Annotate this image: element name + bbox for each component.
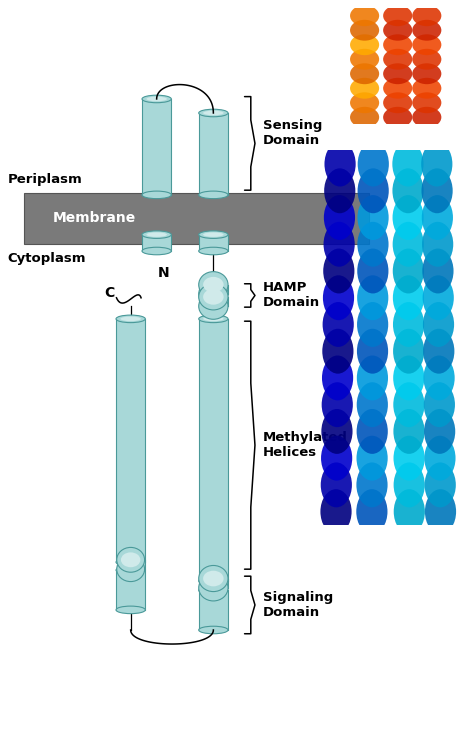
Ellipse shape [199, 626, 228, 634]
Text: Sensing
Domain: Sensing Domain [263, 118, 322, 147]
Bar [199, 113, 228, 195]
Ellipse shape [199, 110, 228, 117]
Bar [142, 235, 171, 251]
Bar [199, 297, 228, 306]
Ellipse shape [199, 586, 228, 594]
Bar [199, 319, 228, 580]
Ellipse shape [203, 277, 224, 292]
Ellipse shape [116, 559, 146, 566]
Text: C: C [104, 286, 115, 300]
Ellipse shape [146, 97, 167, 101]
Bar [199, 285, 228, 294]
Ellipse shape [116, 315, 146, 322]
Ellipse shape [199, 566, 228, 592]
Bar [116, 319, 146, 562]
Ellipse shape [120, 568, 141, 572]
Ellipse shape [199, 315, 228, 322]
Ellipse shape [199, 281, 228, 307]
Ellipse shape [142, 248, 171, 255]
Ellipse shape [199, 248, 228, 255]
Text: N: N [158, 266, 170, 280]
Ellipse shape [120, 316, 141, 321]
Text: Periplasm: Periplasm [8, 173, 82, 186]
Ellipse shape [203, 316, 224, 321]
Ellipse shape [203, 588, 224, 592]
Ellipse shape [117, 556, 145, 581]
Ellipse shape [116, 566, 146, 574]
Ellipse shape [142, 191, 171, 199]
Ellipse shape [121, 552, 140, 567]
Ellipse shape [116, 606, 146, 613]
Ellipse shape [117, 548, 145, 572]
Ellipse shape [199, 284, 228, 310]
Ellipse shape [203, 111, 224, 116]
Ellipse shape [199, 231, 228, 238]
Bar [117, 560, 145, 569]
Bar [116, 570, 146, 610]
Ellipse shape [203, 289, 224, 304]
Text: Cytoplasm: Cytoplasm [8, 251, 86, 265]
Ellipse shape [203, 232, 224, 237]
Ellipse shape [146, 232, 167, 237]
Text: Methylated
Helices: Methylated Helices [263, 431, 347, 459]
Ellipse shape [199, 293, 228, 320]
Ellipse shape [199, 577, 228, 585]
Ellipse shape [199, 272, 228, 298]
Ellipse shape [142, 231, 171, 238]
Ellipse shape [199, 574, 228, 601]
Bar [142, 99, 171, 195]
Text: HAMP
Domain: HAMP Domain [263, 281, 319, 310]
Bar [199, 590, 228, 630]
Ellipse shape [199, 191, 228, 199]
Text: Membrane: Membrane [53, 211, 136, 225]
Text: Signaling
Domain: Signaling Domain [263, 591, 333, 619]
Bar [199, 235, 228, 251]
Bar [24, 193, 369, 244]
Ellipse shape [142, 95, 171, 103]
Bar [199, 578, 228, 588]
Ellipse shape [203, 571, 224, 586]
